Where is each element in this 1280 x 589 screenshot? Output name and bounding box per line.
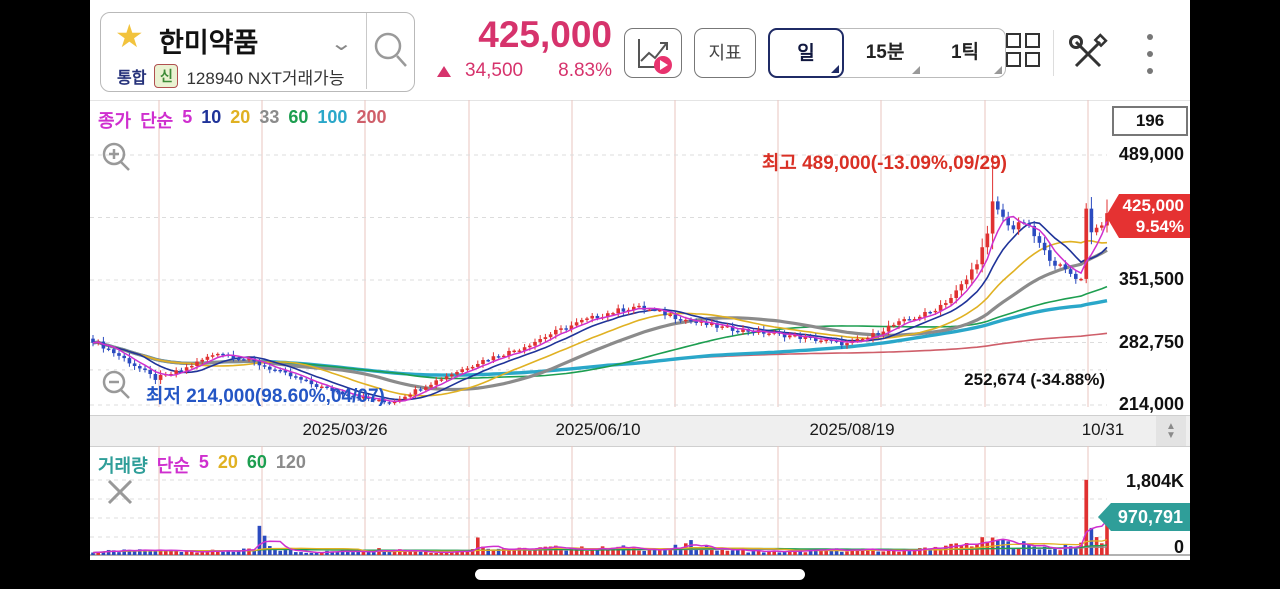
legend-ma33: 33 [259,107,280,127]
indicator-button[interactable]: 지표 [694,28,756,78]
dropdown-corner-icon [994,66,1002,74]
volume-legend-method: 단순 [156,456,190,476]
change-value: 34,500 [465,60,524,81]
legend-ma20: 20 [230,107,251,127]
timeframe-day-label: 일 [797,43,815,64]
timeframe-15min-button[interactable]: 15분 [847,29,923,77]
price-ma-legend: 종가 단순 5 10 20 33 60 100 200 [98,107,386,133]
stock-code: 128940 NXT거래가능 [186,68,345,88]
scroll-spinner[interactable]: ▲ ▼ [1156,416,1186,446]
zoom-in-button[interactable] [100,140,134,174]
current-volume-badge: 970,791 [1098,503,1190,531]
price-change-row: 34,500 8.83% [437,60,612,82]
volume-legend-type: 거래량 [98,456,148,476]
date-axis: 2025/03/26 2025/06/10 2025/08/19 10/31 ▲… [90,415,1190,447]
favorite-star-icon[interactable]: ★ [115,18,144,54]
stock-meta-row: 통합 신 128940 NXT거래가능 [117,63,344,89]
price-chart-canvas[interactable] [90,100,1190,415]
timeframe-15min-label: 15분 [865,42,905,63]
timeframe-tick-label: 1틱 [950,42,980,63]
dropdown-corner-icon [831,65,839,73]
vol-legend-ma60: 60 [246,452,267,472]
x-label-2: 2025/06/10 [555,420,641,439]
chevron-down-icon[interactable]: ⌄ [329,33,354,55]
change-percent: 8.83% [558,60,612,81]
volume-chart-canvas[interactable] [90,446,1190,558]
search-icon [374,32,407,67]
badge-percent: 9.54% [1135,217,1184,236]
y-label-489000: 489,000 [1118,144,1184,164]
y-label-282750: 282,750 [1118,332,1184,352]
vol-legend-ma20: 20 [217,452,238,472]
legend-ma200: 200 [356,107,387,127]
vol-legend-ma120: 120 [275,452,306,472]
chart-type-button[interactable] [624,28,682,78]
up-arrow-icon [437,65,451,77]
volume-ma-legend: 거래량 단순 5 20 60 120 [98,452,306,478]
current-price: 425,000 [478,14,612,55]
x-label-3: 2025/08/19 [809,420,895,439]
search-button[interactable] [367,13,413,89]
trading-app-window: ★ 한미약품 ⌄ 통합 신 128940 NXT거래가능 425,000 34,… [90,0,1190,560]
card-divider [366,13,367,89]
timeframe-selector: 일 15분 1틱 [768,28,1006,78]
legend-ma60: 60 [288,107,309,127]
y-label-214000: 214,000 [1118,394,1184,414]
vol-legend-ma5: 5 [198,452,209,472]
high-annotation: 최고 489,000(-13.09%,09/29) [761,153,1007,174]
layout-grid-button[interactable] [1006,33,1042,73]
more-menu-button[interactable] [1147,34,1153,74]
candle-count-box[interactable]: 196 [1112,106,1188,136]
legend-ma10: 10 [201,107,222,127]
legend-type: 종가 [98,111,132,131]
new-stock-badge: 신 [154,64,179,88]
x-label-4: 10/31 [1081,420,1125,439]
timeframe-tick-button[interactable]: 1틱 [925,29,1005,77]
timeframe-day-button[interactable]: 일 [768,28,844,78]
stock-name: 한미약품 [159,28,259,58]
ref-price-annotation: 252,674 (-34.88%) [964,370,1105,389]
volume-zero-label: 0 [1173,537,1184,557]
dropdown-corner-icon [912,66,920,74]
close-panel-button[interactable] [104,476,136,508]
legend-method: 단순 [140,111,174,131]
low-annotation: 최저 214,000(98.60%,04/07) [146,386,385,407]
badge-price: 425,000 [1122,196,1184,215]
x-label-1: 2025/03/26 [302,420,388,439]
zoom-out-button[interactable] [100,368,134,402]
volume-max-label: 1,804K [1125,471,1184,491]
legend-ma100: 100 [317,107,348,127]
market-label: 통합 [117,70,147,87]
header-bar: ★ 한미약품 ⌄ 통합 신 128940 NXT거래가능 425,000 34,… [90,0,1190,101]
current-price-badge: 425,000 9.54% [1106,194,1190,238]
home-indicator[interactable] [475,569,805,580]
header-divider [1053,30,1054,76]
legend-ma5: 5 [182,107,193,127]
chart-type-icon [638,39,672,74]
stock-selector-card[interactable]: ★ 한미약품 ⌄ 통합 신 128940 NXT거래가능 [100,12,415,92]
y-label-351500: 351,500 [1118,269,1184,289]
tools-button[interactable] [1068,32,1108,74]
